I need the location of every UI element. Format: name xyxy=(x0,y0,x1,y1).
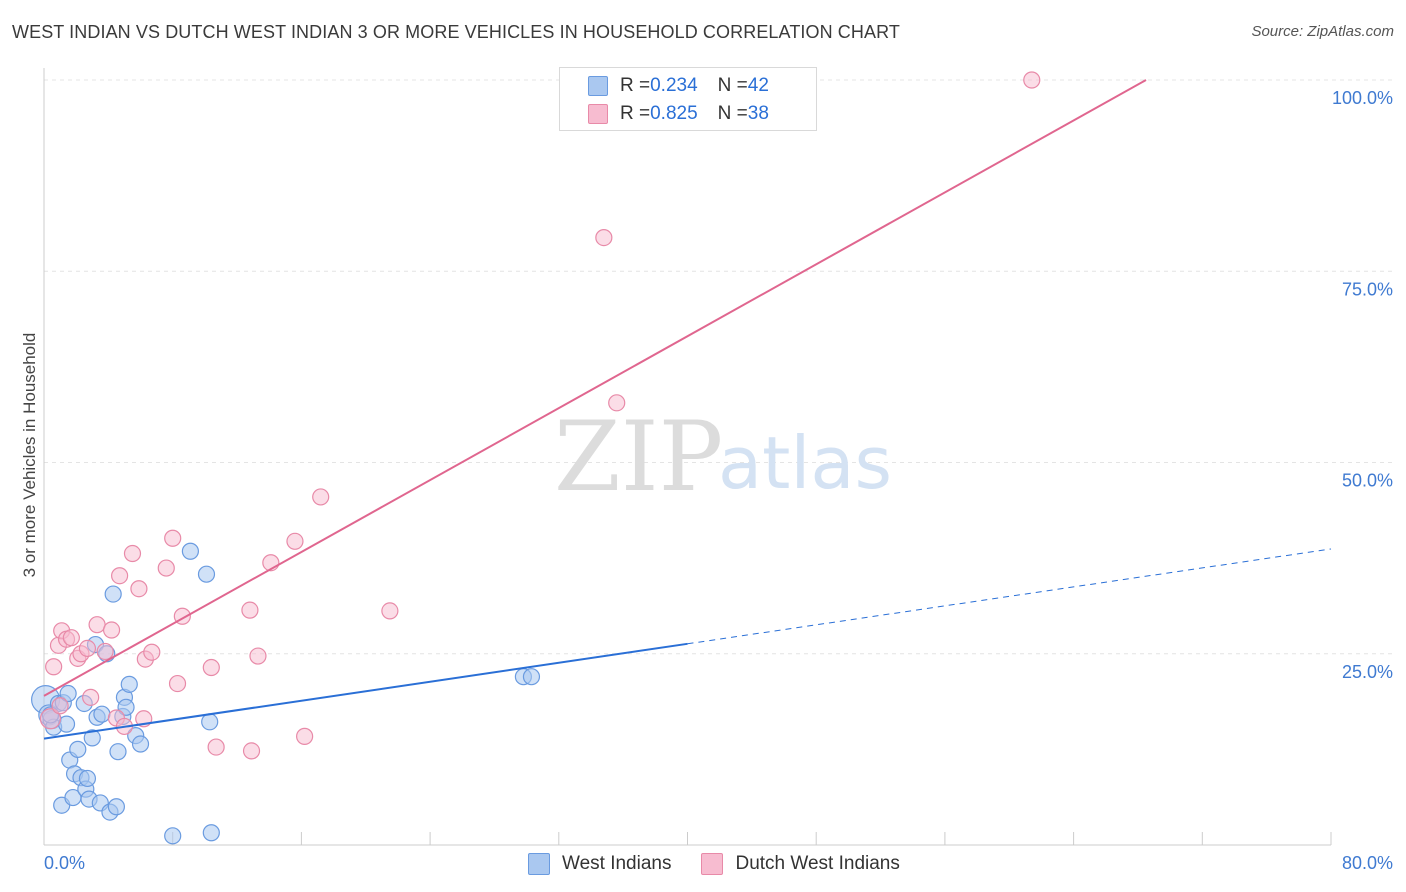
legend-r-value-2: 0.825 xyxy=(650,103,698,124)
point-west-indians xyxy=(197,565,216,583)
point-west-indians xyxy=(59,684,77,703)
source-label: Source: ZipAtlas.com xyxy=(1251,23,1394,40)
legend-r-label-2: R = xyxy=(620,103,651,124)
legend-r-value-1: 0.234 xyxy=(650,75,698,96)
point-west-indians xyxy=(522,668,541,686)
point-dutch-west-indians xyxy=(157,559,175,577)
watermark: ZIP atlas xyxy=(554,401,892,513)
legend-label-west-indians: West Indians xyxy=(562,853,672,874)
legend-label-dutch-west-indians: Dutch West Indians xyxy=(735,853,900,874)
point-dutch-west-indians xyxy=(595,228,613,247)
point-dutch-west-indians xyxy=(96,642,114,661)
legend-swatch-blue xyxy=(588,76,608,96)
chart-title: WEST INDIAN VS DUTCH WEST INDIAN 3 OR MO… xyxy=(12,22,900,42)
legend-row-dutch-west-indians: R = 0.825 N = 38 xyxy=(588,102,769,126)
trend-line-west-indians xyxy=(43,642,688,740)
point-dutch-west-indians xyxy=(202,658,220,677)
point-dutch-west-indians xyxy=(78,639,97,657)
x-tick-label-min: 0.0% xyxy=(44,853,85,873)
trend-line-dutch-west-indians xyxy=(43,79,1147,697)
legend-swatch-pink xyxy=(588,104,608,124)
point-dutch-west-indians xyxy=(51,697,69,715)
point-dutch-west-indians xyxy=(62,629,80,647)
point-dutch-west-indians xyxy=(296,727,314,745)
point-west-indians xyxy=(104,585,122,603)
point-west-indians xyxy=(201,713,219,731)
point-dutch-west-indians xyxy=(123,544,142,563)
point-dutch-west-indians xyxy=(88,616,106,634)
point-dutch-west-indians xyxy=(207,738,225,756)
point-dutch-west-indians xyxy=(39,708,62,730)
legend-swatch-west-indians xyxy=(528,853,550,875)
point-dutch-west-indians xyxy=(312,488,330,506)
point-west-indians xyxy=(164,827,182,845)
legend-n-value-2: 38 xyxy=(747,103,769,124)
legend-n-label-1: N = xyxy=(717,75,748,96)
point-west-indians xyxy=(202,824,220,842)
series-dutch-west-indians-points xyxy=(39,71,1041,760)
point-dutch-west-indians xyxy=(164,529,182,547)
watermark-zip: ZIP xyxy=(554,401,723,513)
point-dutch-west-indians xyxy=(45,658,63,676)
grid-lines xyxy=(44,79,1392,655)
point-dutch-west-indians xyxy=(249,647,267,665)
legend-swatch-dutch-west-indians xyxy=(701,853,724,875)
series-west-indians-points xyxy=(31,542,541,845)
y-tick-label: 25.0% xyxy=(1342,662,1393,682)
legend-item-west-indians[interactable]: West Indians xyxy=(528,853,671,875)
y-tick-label: 100.0% xyxy=(1332,88,1393,108)
x-tick-label-max: 80.0% xyxy=(1342,853,1393,873)
trend-line-west-indians-extrapolated xyxy=(687,548,1332,645)
point-west-indians xyxy=(109,743,127,761)
point-dutch-west-indians xyxy=(143,643,161,661)
tick-labels: 25.0% 50.0% 75.0% 100.0% 0.0% 80.0% xyxy=(44,88,1393,873)
series-legend: West Indians Dutch West Indians xyxy=(528,852,930,876)
legend-r-label-1: R = xyxy=(620,75,651,96)
point-dutch-west-indians xyxy=(102,621,121,639)
point-dutch-west-indians xyxy=(286,532,304,550)
point-west-indians xyxy=(83,729,101,747)
point-dutch-west-indians xyxy=(608,394,626,412)
point-west-indians xyxy=(93,705,111,723)
legend-n-label-2: N = xyxy=(717,103,748,124)
point-west-indians xyxy=(107,798,125,816)
point-dutch-west-indians xyxy=(381,602,399,620)
legend-item-dutch-west-indians[interactable]: Dutch West Indians xyxy=(701,853,900,875)
point-dutch-west-indians xyxy=(130,580,148,598)
point-dutch-west-indians xyxy=(168,674,187,693)
point-dutch-west-indians xyxy=(1023,71,1041,89)
point-west-indians xyxy=(120,675,138,693)
point-west-indians xyxy=(181,542,199,560)
point-west-indians xyxy=(78,769,97,788)
point-dutch-west-indians xyxy=(111,567,129,585)
point-west-indians xyxy=(69,740,87,758)
trend-lines xyxy=(43,79,1332,740)
point-west-indians xyxy=(117,698,135,716)
watermark-atlas: atlas xyxy=(718,421,892,505)
y-tick-label: 75.0% xyxy=(1342,279,1393,299)
y-tick-label: 50.0% xyxy=(1342,471,1393,491)
point-dutch-west-indians xyxy=(242,742,261,760)
correlation-legend: R = 0.234 N = 42 R = 0.825 N = 38 xyxy=(559,67,817,131)
point-dutch-west-indians xyxy=(82,688,100,706)
point-dutch-west-indians xyxy=(241,601,259,619)
legend-row-west-indians: R = 0.234 N = 42 xyxy=(588,74,769,98)
legend-n-value-1: 42 xyxy=(747,75,769,96)
point-west-indians xyxy=(131,735,150,753)
